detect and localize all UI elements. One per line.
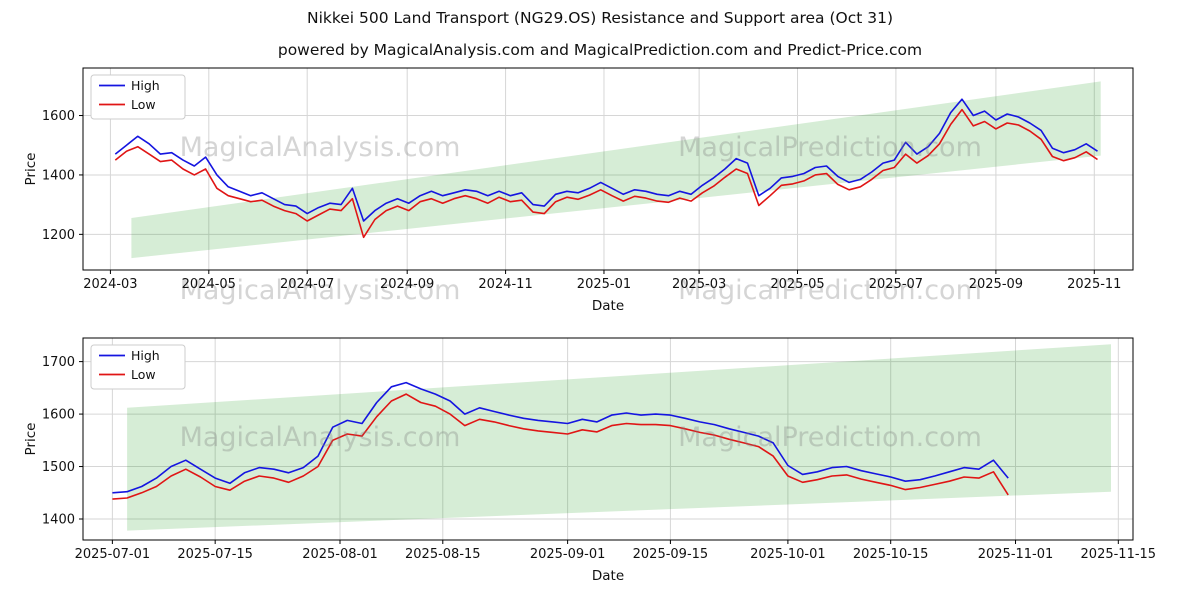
- x-tick-label: 2025-09-01: [530, 547, 606, 562]
- x-tick-label: 2025-08-01: [302, 547, 378, 562]
- y-tick-label: 1400: [42, 168, 75, 183]
- y-axis-label: Price: [23, 153, 39, 186]
- plot-border: [82, 67, 1134, 271]
- watermark-prediction: MagicalPrediction.com: [678, 422, 982, 453]
- x-tick-label: 2025-09: [969, 277, 1023, 292]
- watermark-analysis: MagicalAnalysis.com: [180, 132, 461, 163]
- legend-low-label: Low: [131, 97, 156, 112]
- support-resistance-band: [131, 81, 1101, 259]
- grid: [83, 338, 1133, 540]
- top-chart: MagicalAnalysis.com MagicalPrediction.com…: [23, 67, 1134, 314]
- legend-high-label: High: [131, 348, 160, 363]
- legend: High Low: [90, 344, 186, 390]
- x-tick-label: 2024-09: [380, 277, 434, 292]
- watermarks: MagicalAnalysis.com MagicalPrediction.com: [180, 422, 982, 453]
- y-tick-label: 1700: [42, 355, 75, 370]
- support-resistance-band: [127, 344, 1112, 531]
- chart-subtitle: powered by MagicalAnalysis.com and Magic…: [277, 41, 923, 59]
- y-tick-label: 1400: [42, 513, 75, 528]
- watermark-analysis: MagicalAnalysis.com: [180, 275, 461, 306]
- high-line: [112, 381, 1009, 494]
- x-tick-label: 2025-11-01: [978, 547, 1054, 562]
- axis-ticks: 2024-03 2024-05 2024-07 2024-09 2024-11 2025-…: [42, 109, 1122, 292]
- watermark-analysis: MagicalAnalysis.com: [180, 422, 461, 453]
- x-tick-label: 2025-07-15: [177, 547, 253, 562]
- x-tick-label: 2025-01: [577, 277, 631, 292]
- x-tick-label: 2024-03: [83, 277, 137, 292]
- low-line: [114, 108, 1098, 239]
- y-tick-label: 1600: [42, 109, 75, 124]
- x-tick-label: 2025-08-15: [405, 547, 481, 562]
- y-axis-label: Price: [23, 423, 39, 456]
- watermarks: MagicalAnalysis.com MagicalPrediction.com…: [180, 132, 982, 306]
- legend-high-label: High: [131, 78, 160, 93]
- x-tick-label: 2025-11: [1067, 277, 1121, 292]
- x-tick-label: 2025-05: [770, 277, 824, 292]
- x-tick-label: 2025-10-15: [853, 547, 929, 562]
- x-axis-label: Date: [592, 298, 624, 314]
- legend: High Low: [90, 74, 186, 120]
- chart-title: Nikkei 500 Land Transport (NG29.OS) Resi…: [306, 9, 894, 27]
- watermark-prediction: MagicalPrediction.com: [678, 132, 982, 163]
- x-axis-label: Date: [592, 568, 624, 584]
- axis-ticks: 2025-07-01 2025-07-15 2025-08-01 2025-08-15…: [42, 355, 1156, 562]
- x-tick-label: 2025-07: [869, 277, 923, 292]
- x-tick-label: 2024-05: [182, 277, 236, 292]
- x-tick-label: 2025-07-01: [75, 547, 151, 562]
- x-tick-label: 2025-03: [672, 277, 726, 292]
- x-tick-label: 2025-09-15: [633, 547, 709, 562]
- x-tick-label: 2024-07: [280, 277, 334, 292]
- y-tick-label: 1600: [42, 408, 75, 423]
- grid: [83, 68, 1133, 270]
- high-line: [114, 98, 1098, 222]
- x-tick-label: 2025-11-15: [1081, 547, 1157, 562]
- legend-low-label: Low: [131, 367, 156, 382]
- y-tick-label: 1500: [42, 460, 75, 475]
- low-line: [112, 393, 1009, 500]
- y-tick-label: 1200: [42, 228, 75, 243]
- x-tick-label: 2024-11: [478, 277, 532, 292]
- watermark-prediction: MagicalPrediction.com: [678, 275, 982, 306]
- bottom-chart: MagicalAnalysis.com MagicalPrediction.com…: [23, 337, 1156, 584]
- x-tick-label: 2025-10-01: [750, 547, 826, 562]
- plot-border: [82, 337, 1134, 541]
